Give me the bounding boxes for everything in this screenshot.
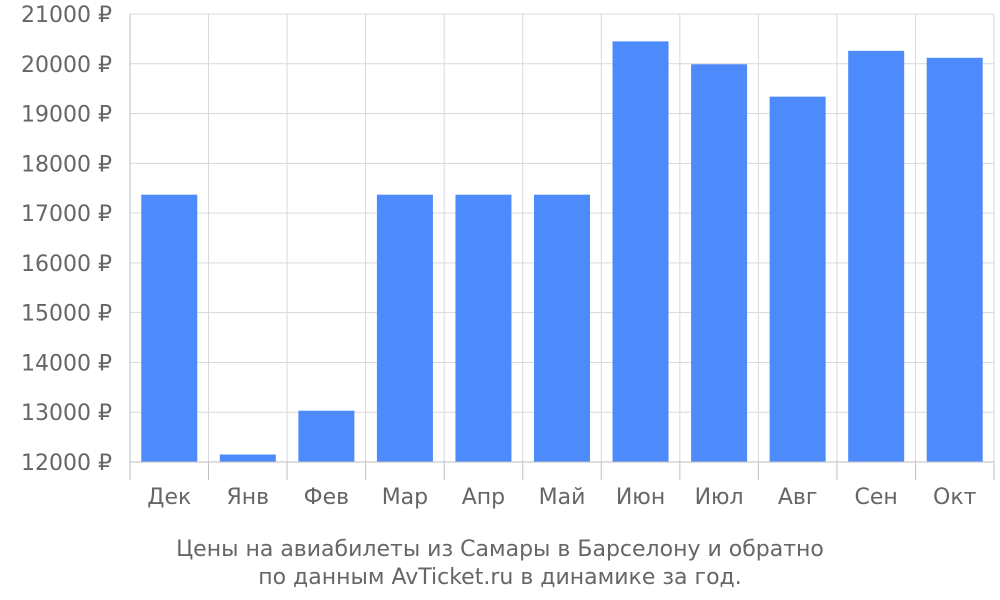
x-tick-label: Апр (462, 485, 505, 510)
y-tick-label: 21000 ₽ (21, 3, 112, 28)
bar-5 (455, 194, 512, 462)
y-tick-label: 12000 ₽ (21, 451, 112, 476)
chart-caption-line-1: Цены на авиабилеты из Самары в Барселону… (176, 537, 824, 562)
bar-10 (848, 50, 905, 462)
x-tick-label: Фев (304, 485, 349, 510)
x-tick-label: Июн (616, 485, 665, 510)
bars (141, 41, 983, 463)
x-tick-label: Авг (778, 485, 818, 510)
bar-6 (534, 194, 590, 462)
y-tick-label: 13000 ₽ (21, 401, 112, 426)
x-axis-tick-labels: Дек Янв Фев Мар Апр Май Июн Июл Авг Сен Окт (147, 485, 976, 510)
y-tick-label: 18000 ₽ (21, 152, 112, 177)
bar-4 (376, 194, 433, 462)
bar-2 (219, 454, 276, 462)
x-tick-label: Май (539, 485, 586, 510)
x-tick-label: Окт (933, 485, 977, 510)
bar-8 (691, 64, 748, 462)
y-tick-label: 19000 ₽ (21, 103, 112, 128)
bar-9 (769, 96, 826, 463)
x-tick-label: Янв (226, 485, 269, 510)
chart-caption-line-2: по данным AvTicket.ru в динамике за год. (258, 565, 742, 590)
bar-1 (141, 194, 198, 462)
y-tick-label: 17000 ₽ (21, 202, 112, 227)
bar-7 (612, 41, 669, 462)
x-tick-label: Мар (382, 485, 428, 510)
x-tick-label: Сен (855, 485, 898, 510)
y-tick-label: 20000 ₽ (21, 53, 112, 78)
y-tick-label: 16000 ₽ (21, 252, 112, 277)
y-tick-label: 15000 ₽ (21, 302, 112, 327)
axes (129, 14, 995, 480)
bar-11 (926, 57, 983, 462)
y-tick-label: 14000 ₽ (21, 351, 112, 376)
x-tick-label: Июл (695, 485, 744, 510)
x-tick-label: Дек (147, 485, 191, 510)
bar-3 (298, 410, 355, 462)
y-axis-tick-labels: 12000 ₽ 13000 ₽ 14000 ₽ 15000 ₽ 16000 ₽ 17000… (21, 3, 112, 476)
